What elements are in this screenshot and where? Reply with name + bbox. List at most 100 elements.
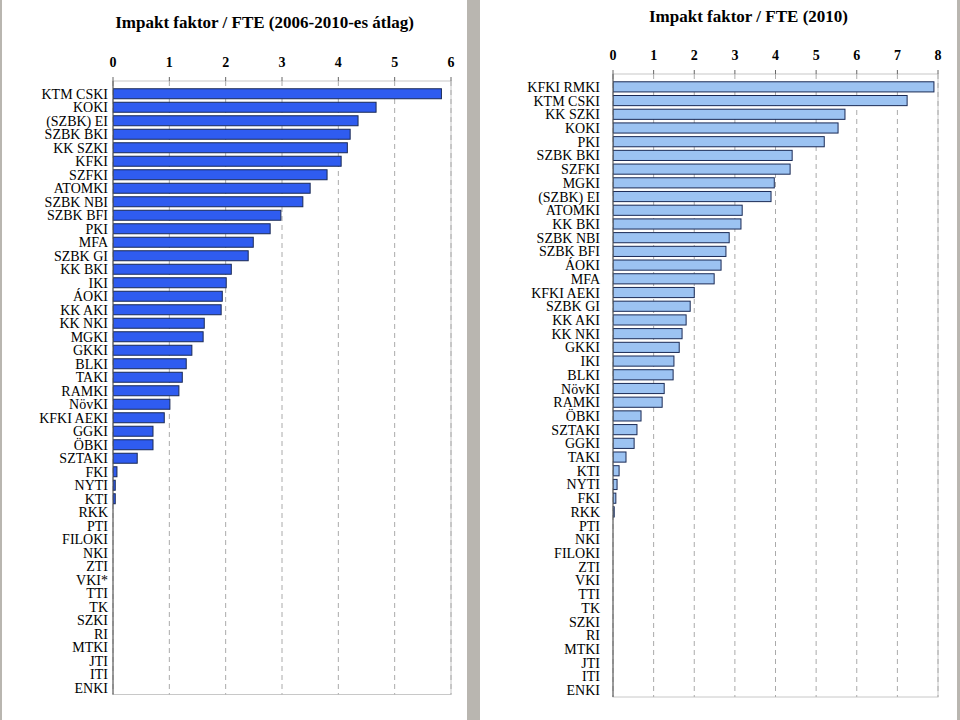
bar [113,237,253,247]
panel-background [480,0,957,720]
bar [113,359,186,369]
tick-mark [338,77,339,81]
bar [613,452,626,462]
category-label: ENKI [75,681,109,696]
bar [613,438,634,448]
axis-line [613,74,614,697]
bar [113,332,203,342]
bars [113,89,441,504]
tick-label: 5 [391,55,398,70]
grid-line [897,74,898,697]
bar [113,129,350,139]
bar [113,251,248,261]
bar [113,318,204,328]
bar [113,291,222,301]
tick-label: 7 [894,48,901,63]
bar [113,399,170,409]
tick-label: 6 [448,55,455,70]
axis-line [113,81,114,695]
bar [113,89,441,99]
bar [613,287,694,297]
category-label: ÖBKI [566,408,601,424]
tick-label: 0 [110,55,117,70]
bar [613,315,686,325]
grid-line [113,81,114,695]
bar [113,467,117,477]
grid-line [613,74,614,697]
tick-mark [113,77,114,81]
bar [113,224,270,234]
bar [113,386,179,396]
bar [113,426,153,436]
tick-mark [225,77,226,81]
bar [613,411,641,421]
bar [113,305,221,315]
bar [113,372,182,382]
grid-line [451,81,452,695]
bar [613,137,824,147]
tick-mark [282,77,283,81]
bars [613,82,934,517]
grid-line [938,74,939,697]
bar [613,260,721,270]
bar [613,82,934,92]
bar [113,440,153,450]
bar [613,301,690,311]
bar [613,246,726,256]
chart-title: Impakt faktor / FTE (2006-2010-es átlag) [115,13,414,32]
bar [613,219,741,229]
bar [613,95,907,105]
bar [613,191,771,201]
tick-label: 8 [935,48,942,63]
bar [613,233,729,243]
grid-line [816,74,817,697]
category-label: ÁOKI [565,257,600,273]
tick-label: 3 [279,55,286,70]
bar [113,413,164,423]
tick-label: 4 [335,55,342,70]
panel-background [2,0,467,720]
bar [113,210,281,220]
bar [113,278,226,288]
tick-mark [694,70,695,74]
bar [613,383,664,393]
bar [613,370,673,380]
tick-mark [734,70,735,74]
bar [113,102,376,112]
bar [613,178,774,188]
bar [113,345,192,355]
tick-label: 5 [813,48,820,63]
bar [613,356,674,366]
bar [613,164,790,174]
bar [613,479,617,489]
tick-mark [775,70,776,74]
chart-title: Impakt faktor / FTE (2010) [649,7,848,26]
tick-mark [613,70,614,74]
bar [113,116,358,126]
tick-label: 0 [610,48,617,63]
tick-label: 2 [222,55,229,70]
tick-mark [897,70,898,74]
tick-mark [394,77,395,81]
tick-label: 4 [772,48,779,63]
tick-mark [169,77,170,81]
bar [613,123,838,133]
tick-label: 1 [166,55,173,70]
grid-line [856,74,857,697]
tick-mark [653,70,654,74]
tick-label: 2 [691,48,698,63]
tick-label: 1 [650,48,657,63]
bar [113,264,231,274]
grid-line [394,81,395,695]
bar [113,183,310,193]
tick-label: 6 [853,48,860,63]
bar [113,170,327,180]
bar [613,109,845,119]
bar [113,453,137,463]
tick-label: 3 [731,48,738,63]
bar [613,329,682,339]
tick-mark [451,77,452,81]
plot-frame [113,81,451,695]
chart-canvas: Impakt faktor / FTE (2006-2010-es átlag)… [0,0,960,720]
plot-frame [613,74,938,697]
